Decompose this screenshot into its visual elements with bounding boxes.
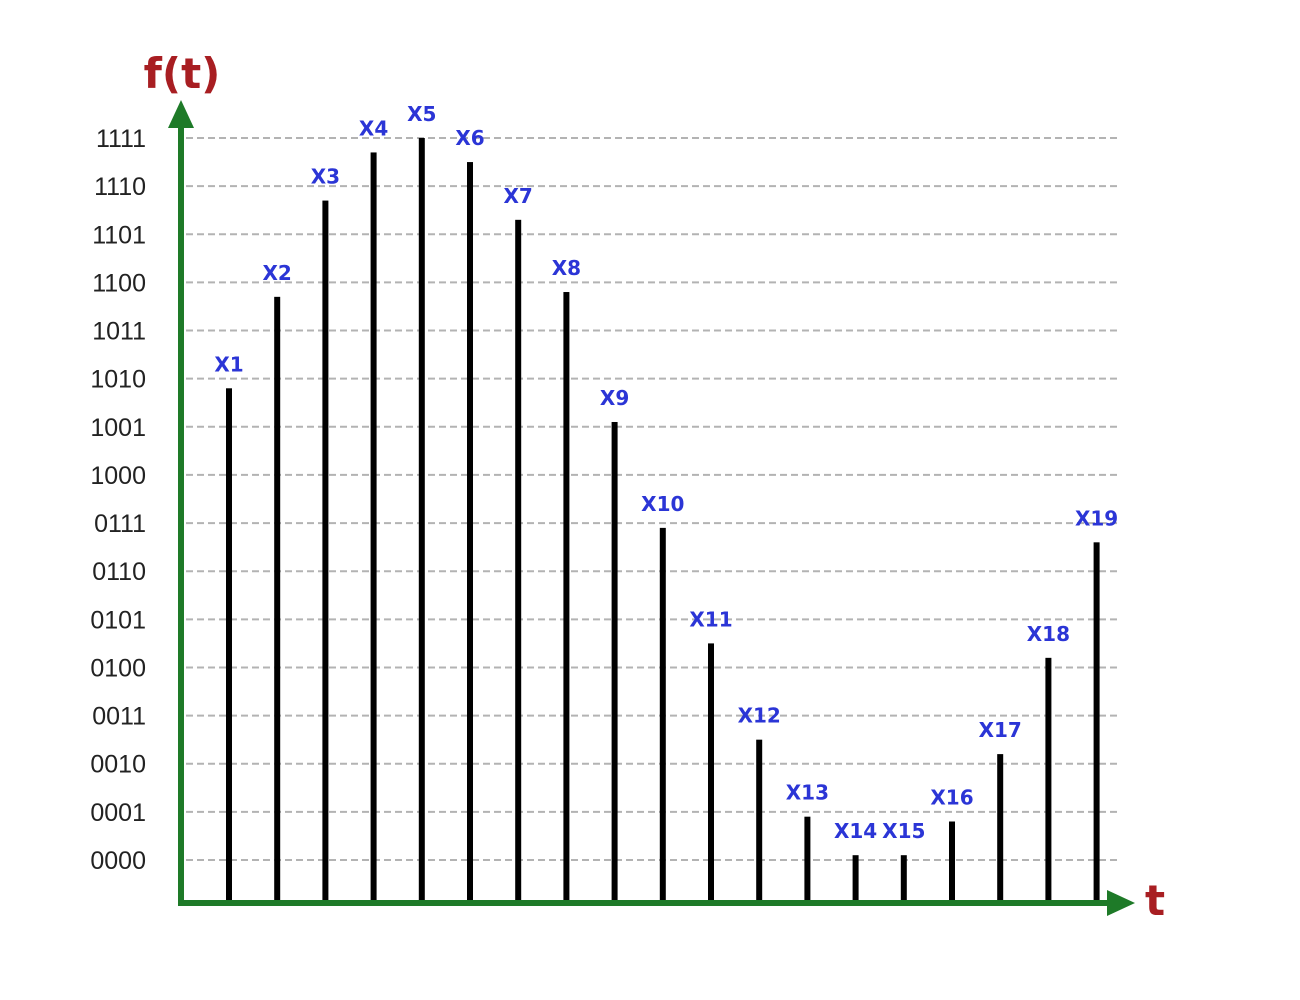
sample-label: X3 — [311, 165, 340, 189]
sample-stem — [515, 219, 522, 900]
sample-stem — [563, 292, 570, 900]
sample-label: X4 — [359, 116, 388, 140]
y-tick-label: 0010 — [90, 751, 146, 779]
y-axis-label: f(t) — [144, 49, 221, 98]
sample-stem — [997, 754, 1004, 900]
sample-stem — [804, 816, 811, 900]
sample-label: X11 — [689, 607, 732, 631]
sample-label: X16 — [930, 785, 973, 809]
sample-label: X18 — [1027, 622, 1070, 646]
y-tick-label: 1011 — [92, 318, 146, 346]
y-tick-label: 0101 — [90, 606, 146, 634]
sample-stem — [708, 643, 714, 900]
sample-stem — [274, 296, 281, 901]
y-axis-arrow-icon — [168, 100, 194, 128]
sample-label: X8 — [552, 256, 581, 280]
sample-label: X10 — [641, 492, 684, 516]
y-tick-label: 0111 — [94, 510, 146, 538]
y-tick-label: 1111 — [96, 125, 146, 153]
sample-label: X7 — [504, 184, 533, 208]
sample-label: X6 — [455, 126, 484, 150]
y-tick-label: 0011 — [92, 703, 146, 731]
sample-stem — [949, 821, 955, 900]
y-tick-label: 1001 — [90, 414, 146, 442]
sample-label: X13 — [786, 781, 829, 805]
sample-label: X5 — [407, 102, 436, 126]
x-axis-label: t — [1145, 876, 1165, 925]
sample-stem — [756, 739, 763, 900]
y-tick-labels: 0000 0001 0010 0011 0100 0101 0110 0111 1000 1001… — [90, 125, 146, 875]
y-tick-label: 1010 — [90, 366, 146, 394]
y-tick-label: 1000 — [90, 462, 146, 490]
sample-stem — [852, 855, 859, 900]
x-axis-arrow-icon — [1107, 890, 1135, 916]
y-tick-label: 0110 — [92, 558, 146, 586]
sample-stem — [467, 162, 473, 901]
sample-stem — [611, 421, 618, 900]
sample-label: X19 — [1075, 506, 1118, 530]
y-tick-label: 0100 — [90, 654, 146, 682]
sample-stems — [226, 138, 1100, 901]
sample-stem — [1045, 657, 1052, 900]
sample-stem — [418, 138, 425, 900]
sample-label: X17 — [979, 718, 1022, 742]
sample-stem — [900, 855, 907, 900]
sample-label: X14 — [834, 819, 877, 843]
y-tick-label: 0001 — [90, 799, 146, 827]
sample-stem — [1093, 542, 1100, 900]
y-tick-label: 1100 — [92, 269, 146, 297]
axes: f(t) t — [144, 49, 1165, 925]
y-tick-label: 1101 — [92, 221, 146, 249]
sample-label: X9 — [600, 386, 629, 410]
sample-stem — [226, 388, 232, 900]
sample-label: X1 — [214, 352, 243, 376]
y-tick-label: 0000 — [90, 847, 146, 875]
sample-stem — [659, 527, 666, 900]
sample-label: X15 — [882, 819, 925, 843]
sample-label: X12 — [738, 704, 781, 728]
grid-lines — [186, 137, 1118, 861]
y-tick-label: 1110 — [94, 173, 146, 201]
sample-stem — [322, 200, 329, 900]
sample-stem — [370, 152, 377, 900]
sample-label: X2 — [263, 261, 292, 285]
